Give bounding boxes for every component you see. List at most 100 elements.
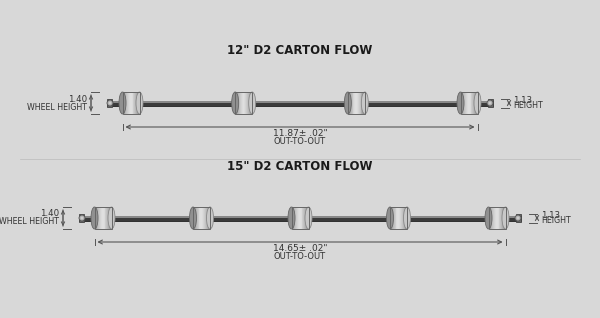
Bar: [104, 207, 105, 229]
Bar: [350, 92, 351, 114]
Bar: [400, 207, 401, 229]
Bar: [351, 92, 352, 114]
Text: OUT-TO-OUT: OUT-TO-OUT: [274, 137, 326, 146]
Bar: [293, 207, 295, 229]
Bar: [361, 92, 362, 114]
Circle shape: [515, 215, 521, 221]
Bar: [247, 92, 248, 114]
Bar: [293, 207, 294, 229]
Bar: [304, 207, 305, 229]
Bar: [98, 207, 100, 229]
Bar: [390, 207, 392, 229]
Bar: [206, 207, 208, 229]
Circle shape: [79, 215, 85, 221]
Circle shape: [517, 217, 520, 219]
Bar: [109, 207, 110, 229]
Bar: [491, 207, 492, 229]
Bar: [79, 216, 521, 218]
Ellipse shape: [344, 92, 352, 114]
Bar: [197, 207, 198, 229]
Bar: [205, 207, 206, 229]
Bar: [235, 92, 236, 114]
Bar: [461, 92, 463, 114]
Bar: [131, 92, 132, 114]
Bar: [358, 92, 359, 114]
Bar: [129, 92, 130, 114]
Bar: [488, 207, 489, 229]
Bar: [108, 207, 109, 229]
Ellipse shape: [190, 207, 197, 229]
Bar: [195, 207, 196, 229]
Bar: [291, 207, 292, 229]
Bar: [489, 207, 490, 229]
Bar: [406, 207, 407, 229]
Ellipse shape: [232, 92, 239, 114]
Bar: [465, 92, 467, 114]
Bar: [497, 207, 498, 229]
Ellipse shape: [474, 92, 481, 114]
Text: WHEEL HEIGHT: WHEEL HEIGHT: [0, 218, 59, 226]
Bar: [397, 207, 399, 229]
Bar: [249, 92, 250, 114]
Bar: [95, 207, 112, 229]
Bar: [499, 207, 500, 229]
Bar: [395, 207, 397, 229]
Bar: [246, 92, 247, 114]
Bar: [127, 92, 128, 114]
Ellipse shape: [288, 207, 295, 229]
Circle shape: [80, 217, 83, 219]
Bar: [193, 207, 194, 229]
Bar: [139, 92, 140, 114]
Bar: [398, 207, 400, 229]
Bar: [516, 214, 521, 222]
Bar: [130, 92, 131, 114]
Bar: [133, 92, 134, 114]
Bar: [392, 207, 394, 229]
Bar: [477, 92, 478, 114]
Bar: [463, 92, 465, 114]
Bar: [102, 207, 103, 229]
Ellipse shape: [457, 92, 464, 114]
Bar: [307, 207, 308, 229]
Bar: [348, 92, 349, 114]
Bar: [472, 92, 474, 114]
Bar: [134, 92, 136, 114]
Bar: [199, 207, 200, 229]
Bar: [248, 92, 249, 114]
Bar: [99, 207, 101, 229]
Bar: [295, 207, 296, 229]
Bar: [135, 92, 137, 114]
Bar: [295, 207, 296, 229]
Bar: [476, 92, 477, 114]
Bar: [131, 92, 133, 114]
Bar: [126, 92, 128, 114]
Bar: [250, 92, 251, 114]
Bar: [242, 92, 244, 114]
Bar: [296, 207, 298, 229]
Bar: [359, 92, 361, 114]
Text: HEIGHT: HEIGHT: [541, 216, 571, 225]
Bar: [493, 207, 494, 229]
Bar: [495, 207, 496, 229]
Bar: [364, 92, 365, 114]
Bar: [474, 92, 475, 114]
Bar: [245, 92, 247, 114]
Bar: [237, 92, 239, 114]
Bar: [308, 207, 309, 229]
Bar: [241, 92, 242, 114]
Bar: [406, 207, 407, 229]
Bar: [490, 207, 491, 229]
Bar: [488, 99, 493, 107]
Bar: [251, 92, 252, 114]
Bar: [208, 207, 209, 229]
Bar: [95, 207, 97, 229]
Bar: [363, 92, 365, 114]
Bar: [503, 207, 505, 229]
Bar: [353, 92, 354, 114]
Ellipse shape: [386, 207, 394, 229]
Bar: [402, 207, 403, 229]
Circle shape: [109, 101, 112, 105]
Bar: [362, 92, 364, 114]
Bar: [302, 207, 304, 229]
Bar: [355, 92, 356, 114]
